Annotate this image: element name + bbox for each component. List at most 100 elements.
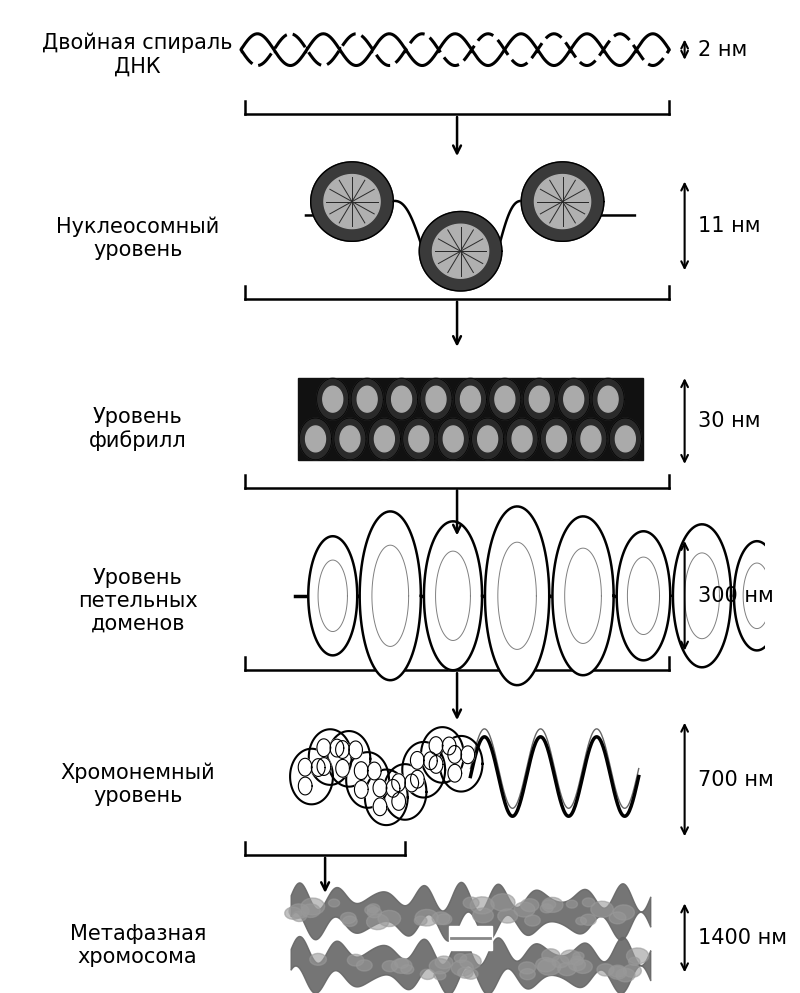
Polygon shape	[461, 746, 474, 764]
Text: 700 нм: 700 нм	[698, 770, 774, 789]
Polygon shape	[391, 958, 412, 973]
Polygon shape	[542, 948, 560, 961]
Polygon shape	[382, 960, 398, 972]
Text: Хромонемный
уровень: Хромонемный уровень	[60, 763, 215, 806]
Polygon shape	[463, 897, 479, 909]
Polygon shape	[401, 965, 414, 974]
Polygon shape	[420, 378, 452, 420]
Polygon shape	[395, 958, 409, 968]
Polygon shape	[610, 965, 626, 977]
Polygon shape	[336, 741, 350, 759]
Polygon shape	[351, 378, 383, 420]
Polygon shape	[430, 958, 450, 974]
Polygon shape	[383, 765, 426, 820]
Polygon shape	[617, 531, 670, 660]
Polygon shape	[518, 962, 535, 974]
Polygon shape	[354, 762, 368, 780]
Polygon shape	[552, 955, 569, 968]
Polygon shape	[564, 386, 584, 412]
Polygon shape	[591, 902, 614, 918]
Text: Уровень
петельных
доменов: Уровень петельных доменов	[78, 568, 198, 634]
Polygon shape	[525, 915, 540, 926]
Polygon shape	[386, 780, 400, 797]
Polygon shape	[349, 741, 362, 759]
Polygon shape	[454, 378, 486, 420]
Text: 11 нм: 11 нм	[698, 215, 761, 236]
Polygon shape	[522, 162, 604, 241]
Polygon shape	[614, 905, 634, 921]
Polygon shape	[540, 904, 553, 913]
Polygon shape	[341, 913, 356, 923]
Polygon shape	[433, 224, 489, 278]
Polygon shape	[574, 960, 592, 973]
Text: 300 нм: 300 нм	[698, 586, 774, 606]
Polygon shape	[629, 957, 640, 965]
Polygon shape	[471, 418, 504, 460]
Polygon shape	[437, 418, 470, 460]
Polygon shape	[520, 968, 535, 980]
Polygon shape	[575, 418, 607, 460]
Polygon shape	[460, 953, 482, 969]
Polygon shape	[299, 418, 332, 460]
Polygon shape	[410, 771, 424, 788]
Polygon shape	[610, 912, 626, 923]
Polygon shape	[392, 386, 411, 412]
Polygon shape	[581, 426, 601, 452]
Polygon shape	[310, 953, 326, 965]
Polygon shape	[581, 915, 596, 925]
Polygon shape	[327, 731, 370, 786]
Polygon shape	[443, 426, 463, 452]
Polygon shape	[392, 792, 406, 810]
Polygon shape	[546, 426, 566, 452]
Polygon shape	[301, 898, 325, 915]
Polygon shape	[473, 908, 494, 922]
Polygon shape	[290, 749, 333, 804]
Polygon shape	[573, 952, 584, 960]
Text: 1400 нм: 1400 нм	[698, 927, 787, 948]
Polygon shape	[366, 914, 389, 929]
Polygon shape	[442, 737, 456, 755]
Polygon shape	[491, 894, 515, 911]
Polygon shape	[478, 426, 498, 452]
Polygon shape	[347, 954, 364, 966]
Polygon shape	[289, 904, 309, 919]
Polygon shape	[571, 956, 583, 965]
Polygon shape	[673, 524, 731, 667]
Polygon shape	[373, 798, 387, 815]
Polygon shape	[485, 506, 550, 685]
Text: 30 нм: 30 нм	[698, 411, 761, 431]
Polygon shape	[626, 948, 649, 964]
Polygon shape	[367, 908, 382, 918]
Polygon shape	[461, 386, 480, 412]
Polygon shape	[448, 765, 462, 782]
Polygon shape	[415, 910, 438, 926]
Polygon shape	[329, 899, 340, 907]
Text: Метафазная
хромосома: Метафазная хромосома	[70, 923, 206, 967]
Text: Нуклеосомный
уровень: Нуклеосомный уровень	[56, 216, 219, 260]
Polygon shape	[458, 967, 473, 978]
Polygon shape	[365, 906, 378, 915]
Polygon shape	[534, 175, 590, 228]
Polygon shape	[430, 756, 443, 774]
Polygon shape	[506, 418, 538, 460]
Polygon shape	[368, 418, 401, 460]
Polygon shape	[523, 378, 555, 420]
Polygon shape	[358, 386, 377, 412]
Polygon shape	[374, 426, 394, 452]
Polygon shape	[392, 774, 406, 791]
Polygon shape	[512, 426, 532, 452]
Polygon shape	[440, 736, 482, 791]
Polygon shape	[421, 727, 464, 782]
Text: Двойная спираль
ДНК: Двойная спираль ДНК	[42, 33, 233, 76]
Polygon shape	[306, 426, 326, 452]
Polygon shape	[378, 911, 401, 926]
Polygon shape	[309, 729, 352, 784]
Polygon shape	[298, 759, 312, 777]
Polygon shape	[405, 775, 418, 791]
Polygon shape	[298, 778, 312, 794]
Polygon shape	[360, 511, 421, 680]
Polygon shape	[521, 899, 539, 912]
Polygon shape	[317, 739, 330, 757]
Polygon shape	[365, 770, 408, 825]
Text: Уровень
фибрилл: Уровень фибрилл	[89, 407, 186, 451]
